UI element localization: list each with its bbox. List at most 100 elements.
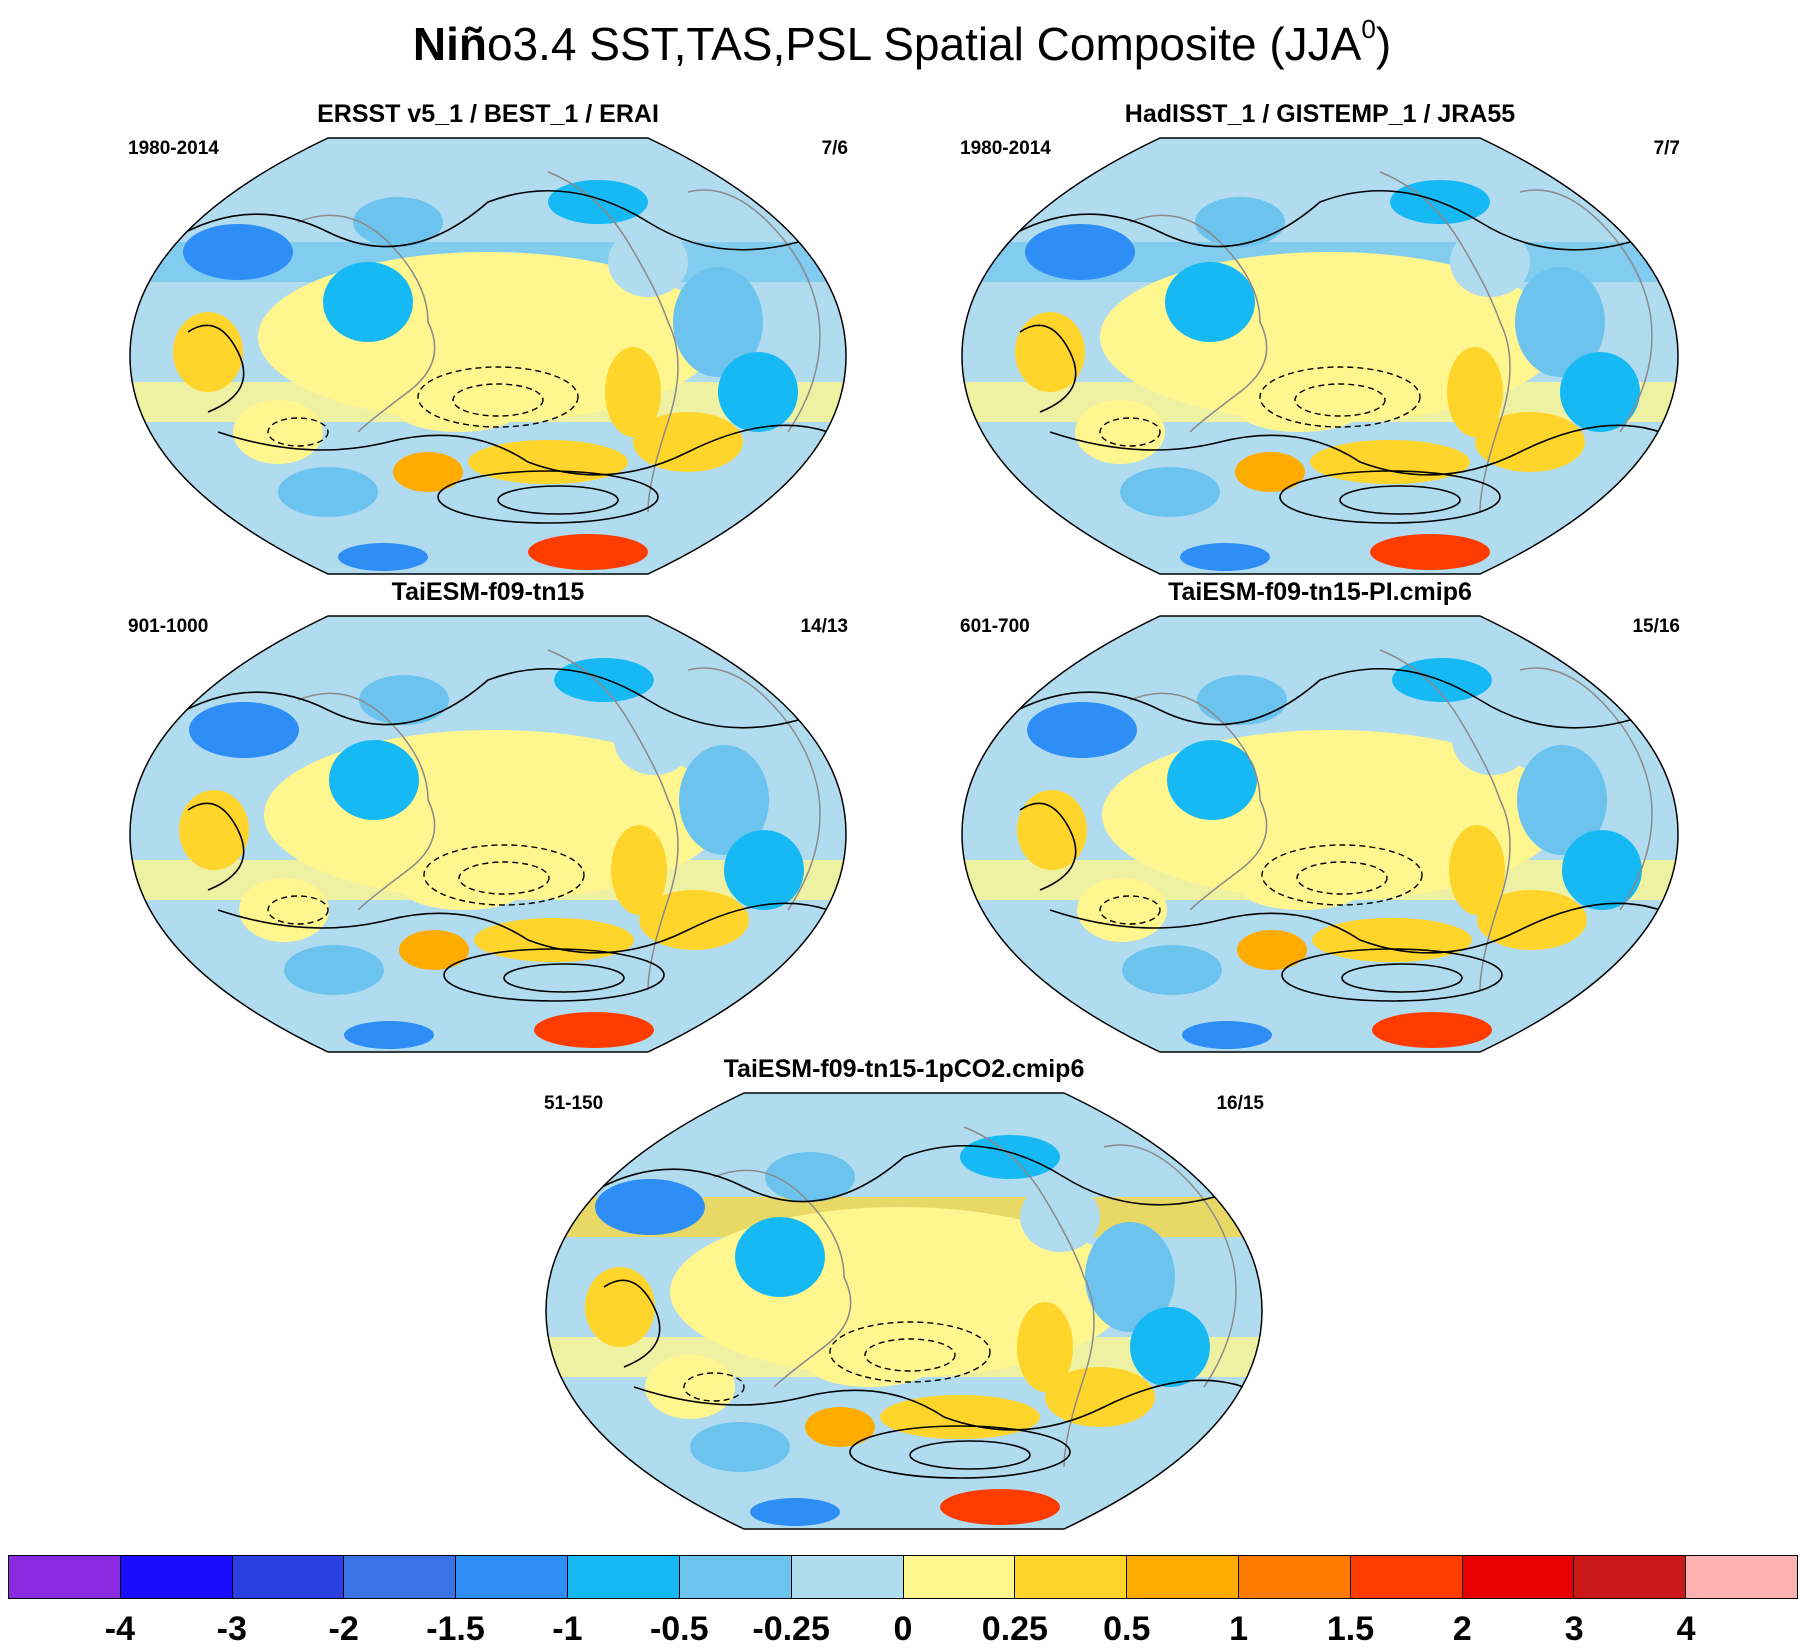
anomaly-patch <box>338 543 428 571</box>
anomaly-patch <box>1085 1222 1175 1332</box>
anomaly-patch <box>1312 918 1472 962</box>
composite-map <box>129 615 847 1053</box>
anomaly-patch <box>1075 400 1165 464</box>
panel-count: 7/6 <box>821 138 848 159</box>
anomaly-patch <box>605 347 661 437</box>
panel-title: TaiESM-f09-tn15-PI.cmip6 <box>1168 578 1472 606</box>
anomaly-patch <box>1122 945 1222 995</box>
coastline <box>1519 667 1653 911</box>
anomaly-patch <box>1120 467 1220 517</box>
composite-map <box>961 615 1679 1053</box>
negative-contour <box>267 417 329 447</box>
pressure-contour <box>1049 424 1661 476</box>
coastline <box>1379 171 1511 513</box>
anomaly-patch <box>233 400 323 464</box>
anomaly-patch <box>1235 452 1305 492</box>
anomaly-patch <box>528 534 648 570</box>
anomaly-patch <box>548 180 648 224</box>
anomaly-patch <box>608 227 688 297</box>
anomaly-patch <box>554 658 654 702</box>
anomaly-patch <box>1237 930 1307 970</box>
anomaly-patch <box>611 825 667 915</box>
map-frame <box>961 137 1679 575</box>
panel-period: 1980-2014 <box>960 138 1051 159</box>
anomaly-patch <box>1562 830 1642 910</box>
anomaly-patch <box>1310 440 1470 484</box>
colorbar-tick-label: -0.5 <box>649 1610 709 1648</box>
anomaly-patch <box>1180 543 1270 571</box>
colorbar-swatch <box>1238 1556 1351 1598</box>
coastline <box>1379 649 1511 991</box>
panel-title: ERSST v5_1 / BEST_1 / ERAI <box>317 100 659 128</box>
pressure-contour <box>497 485 619 515</box>
anomaly-patch <box>1167 740 1257 820</box>
anomaly-patch <box>278 467 378 517</box>
negative-contour <box>417 366 579 428</box>
pressure-contour <box>437 470 659 524</box>
map-frame <box>545 1092 1263 1530</box>
anomaly-patch <box>1020 1182 1100 1252</box>
anomaly-patch <box>468 440 628 484</box>
panel-period: 601-700 <box>960 616 1030 637</box>
colorbar-swatch <box>456 1556 569 1598</box>
negative-contour <box>829 1321 991 1383</box>
panel-title: HadISST_1 / GISTEMP_1 / JRA55 <box>1124 100 1516 128</box>
panel-count: 14/13 <box>800 616 848 637</box>
pressure-contour <box>1281 948 1503 1002</box>
colorbar-tick-label: -0.25 <box>752 1610 830 1648</box>
title-bold: Niñ <box>412 18 487 70</box>
colorbar-tick-label: 0 <box>893 1610 913 1648</box>
anomaly-patch <box>1025 224 1135 280</box>
coastline <box>1103 1144 1237 1388</box>
title-close: ) <box>1375 18 1392 70</box>
pressure-contour <box>603 1279 661 1368</box>
figure-title: Niño3.4 SST,TAS,PSL Spatial Composite (J… <box>0 14 1804 71</box>
anomaly-patch <box>1015 312 1085 392</box>
composite-map <box>961 137 1679 575</box>
coastline <box>1129 692 1268 911</box>
panel-period: 901-1000 <box>128 616 209 637</box>
anomaly-patch <box>1515 267 1605 377</box>
negative-contour <box>683 1372 745 1402</box>
anomaly-patch <box>880 1395 1040 1439</box>
anomaly-patch <box>359 675 449 725</box>
anomaly-patch <box>1449 825 1505 915</box>
map-panel-taiesm-1pco2: TaiESM-f09-tn15-1pCO2.cmip6 51-150 16/15 <box>544 1055 1264 1535</box>
anomaly-patch <box>1240 392 1360 432</box>
coastline <box>1519 189 1653 433</box>
anomaly-patch <box>1560 352 1640 432</box>
colorbar-tick-label: 3 <box>1564 1610 1584 1648</box>
anomaly-patch <box>1242 870 1362 910</box>
anomaly-patch <box>735 1217 825 1297</box>
anomaly-patch <box>690 1422 790 1472</box>
anomaly-patch <box>595 1179 705 1235</box>
anomaly-patch <box>1165 262 1255 342</box>
anomaly-patch <box>179 790 249 870</box>
colorbar <box>8 1555 1798 1599</box>
anomaly-patch <box>1182 1021 1272 1049</box>
panel-title: TaiESM-f09-tn15 <box>391 578 585 606</box>
colorbar-tick-label: 2 <box>1452 1610 1472 1648</box>
anomaly-patch <box>239 878 329 942</box>
coastline <box>297 214 436 433</box>
anomaly-patch <box>765 1152 855 1202</box>
map-panel-taiesm-pi: TaiESM-f09-tn15-PI.cmip6 601-700 15/16 <box>960 578 1680 1058</box>
colorbar-tick-label: -1.5 <box>426 1610 485 1648</box>
anomaly-patch <box>353 197 443 247</box>
negative-contour <box>864 1338 956 1372</box>
anomaly-patch <box>805 1407 875 1447</box>
negative-contour <box>1099 417 1161 447</box>
pressure-contour <box>1279 470 1501 524</box>
anomaly-patch <box>173 312 243 392</box>
anomaly-patch <box>1017 1302 1073 1392</box>
anomaly-patch <box>1452 705 1532 775</box>
pressure-contour <box>187 324 245 413</box>
negative-contour <box>458 861 550 895</box>
anomaly-patch <box>189 702 299 758</box>
pressure-contour <box>1049 902 1661 954</box>
anomaly-patch <box>718 352 798 432</box>
coastline <box>297 692 436 911</box>
anomaly-patch <box>1130 1307 1210 1387</box>
pressure-contour <box>503 963 625 993</box>
colorbar-swatch <box>679 1556 792 1598</box>
